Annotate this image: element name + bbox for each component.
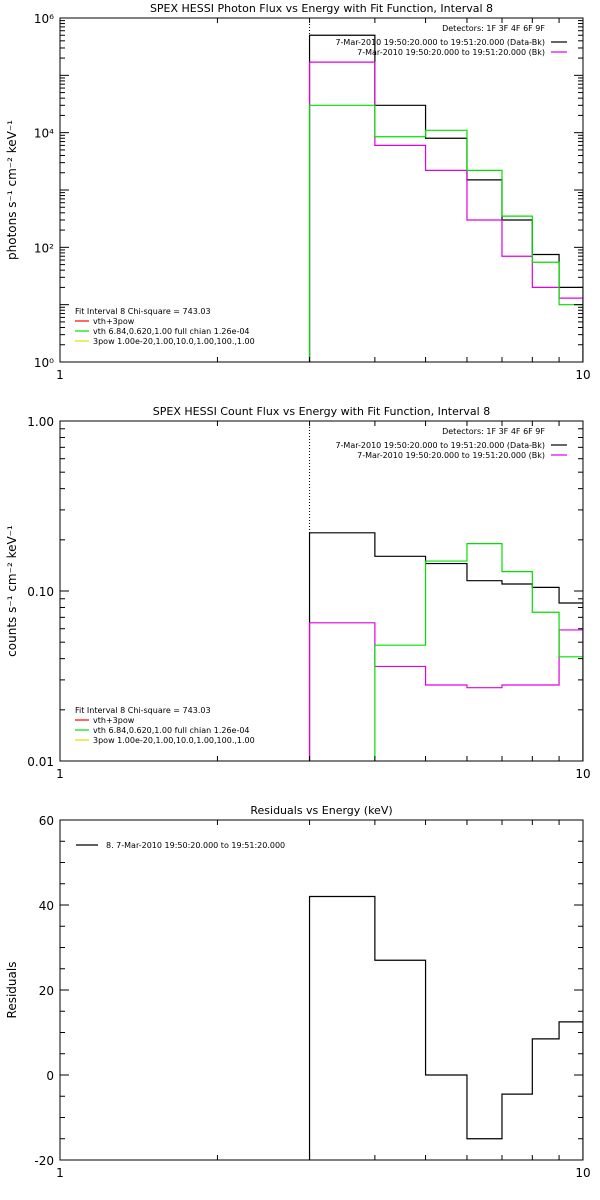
chart-title: Residuals vs Energy (keV) [250,804,392,817]
fit-legend-label: vth 6.84,0.620,1.00 full chian 1.26e-04 [93,327,250,336]
y-tick-label: -20 [34,1154,54,1168]
y-tick-label: 60 [39,814,54,828]
y-tick-label: 10⁴ [34,127,54,141]
data-layer [308,421,583,761]
y-axis-label: photons s⁻¹ cm⁻² keV⁻¹ [5,120,19,260]
legend-label: 7-Mar-2010 19:50:20.000 to 19:51:20.000 … [357,48,545,57]
y-tick-label: 10⁶ [34,12,54,26]
x-tick-label: 1 [56,767,64,781]
series-line-3 [308,104,583,362]
detectors-label: Detectors: 1F 3F 4F 6F 9F [442,427,545,436]
fit-legend-label: 3pow 1.00e-20,1.00,10.0,1.00,100.,1.00 [93,337,255,346]
fit-legend-label: vth+3pow [93,317,135,326]
x-tick-label: 10 [575,1166,590,1180]
x-tick-label: 10 [575,368,590,382]
y-tick-label: 10² [34,241,54,255]
data-layer [308,895,583,1160]
series-line-1 [308,34,583,362]
detectors-label: Detectors: 1F 3F 4F 6F 9F [442,24,545,33]
y-tick-label: 0.01 [27,755,54,769]
legend-label: 7-Mar-2010 19:50:20.000 to 19:51:20.000 … [335,441,545,450]
y-tick-label: 0.10 [27,585,54,599]
chart-title: SPEX HESSI Photon Flux vs Energy with Fi… [150,2,493,15]
y-tick-label: 20 [39,984,54,998]
series-line-2 [308,61,583,362]
panel-2: SPEX HESSI Count Flux vs Energy with Fit… [5,405,591,781]
series-line-3 [374,543,583,761]
panel-3: Residuals vs Energy (keV) 1 10 -20 0 20 40 60 Re… [5,804,591,1180]
plot-frame [59,819,584,1161]
fit-legend-title: Fit Interval 8 Chi-square = 743.03 [75,706,211,715]
series-line-1 [308,895,583,1160]
data-layer [308,18,583,362]
fit-legend-label: vth 6.84,0.620,1.00 full chian 1.26e-04 [93,726,250,735]
y-axis-label: Residuals [5,962,19,1019]
x-tick-label: 1 [56,1166,64,1180]
legend-label: 7-Mar-2010 19:50:20.000 to 19:51:20.000 … [335,38,545,47]
fit-legend-title: Fit Interval 8 Chi-square = 743.03 [75,307,211,316]
y-tick-label: 0 [46,1069,54,1083]
fit-legend-label: vth+3pow [93,716,135,725]
y-tick-label: 10⁰ [34,356,54,370]
y-axis-label: counts s⁻¹ cm⁻² keV⁻¹ [5,525,19,657]
series-line-1 [308,532,583,761]
panel-1: SPEX HESSI Photon Flux vs Energy with Fi… [5,2,591,382]
legend-label: 8. 7-Mar-2010 19:50:20.000 to 19:51:20.0… [106,841,285,850]
legend-label: 7-Mar-2010 19:50:20.000 to 19:51:20.000 … [357,451,545,460]
x-tick-label: 10 [575,767,590,781]
series-line-2 [308,622,583,761]
y-tick-label: 40 [39,899,54,913]
x-tick-label: 1 [56,368,64,382]
chart-title: SPEX HESSI Count Flux vs Energy with Fit… [153,405,490,418]
y-tick-label: 1.00 [27,415,54,429]
fit-legend-label: 3pow 1.00e-20,1.00,10.0,1.00,100.,1.00 [93,736,255,745]
